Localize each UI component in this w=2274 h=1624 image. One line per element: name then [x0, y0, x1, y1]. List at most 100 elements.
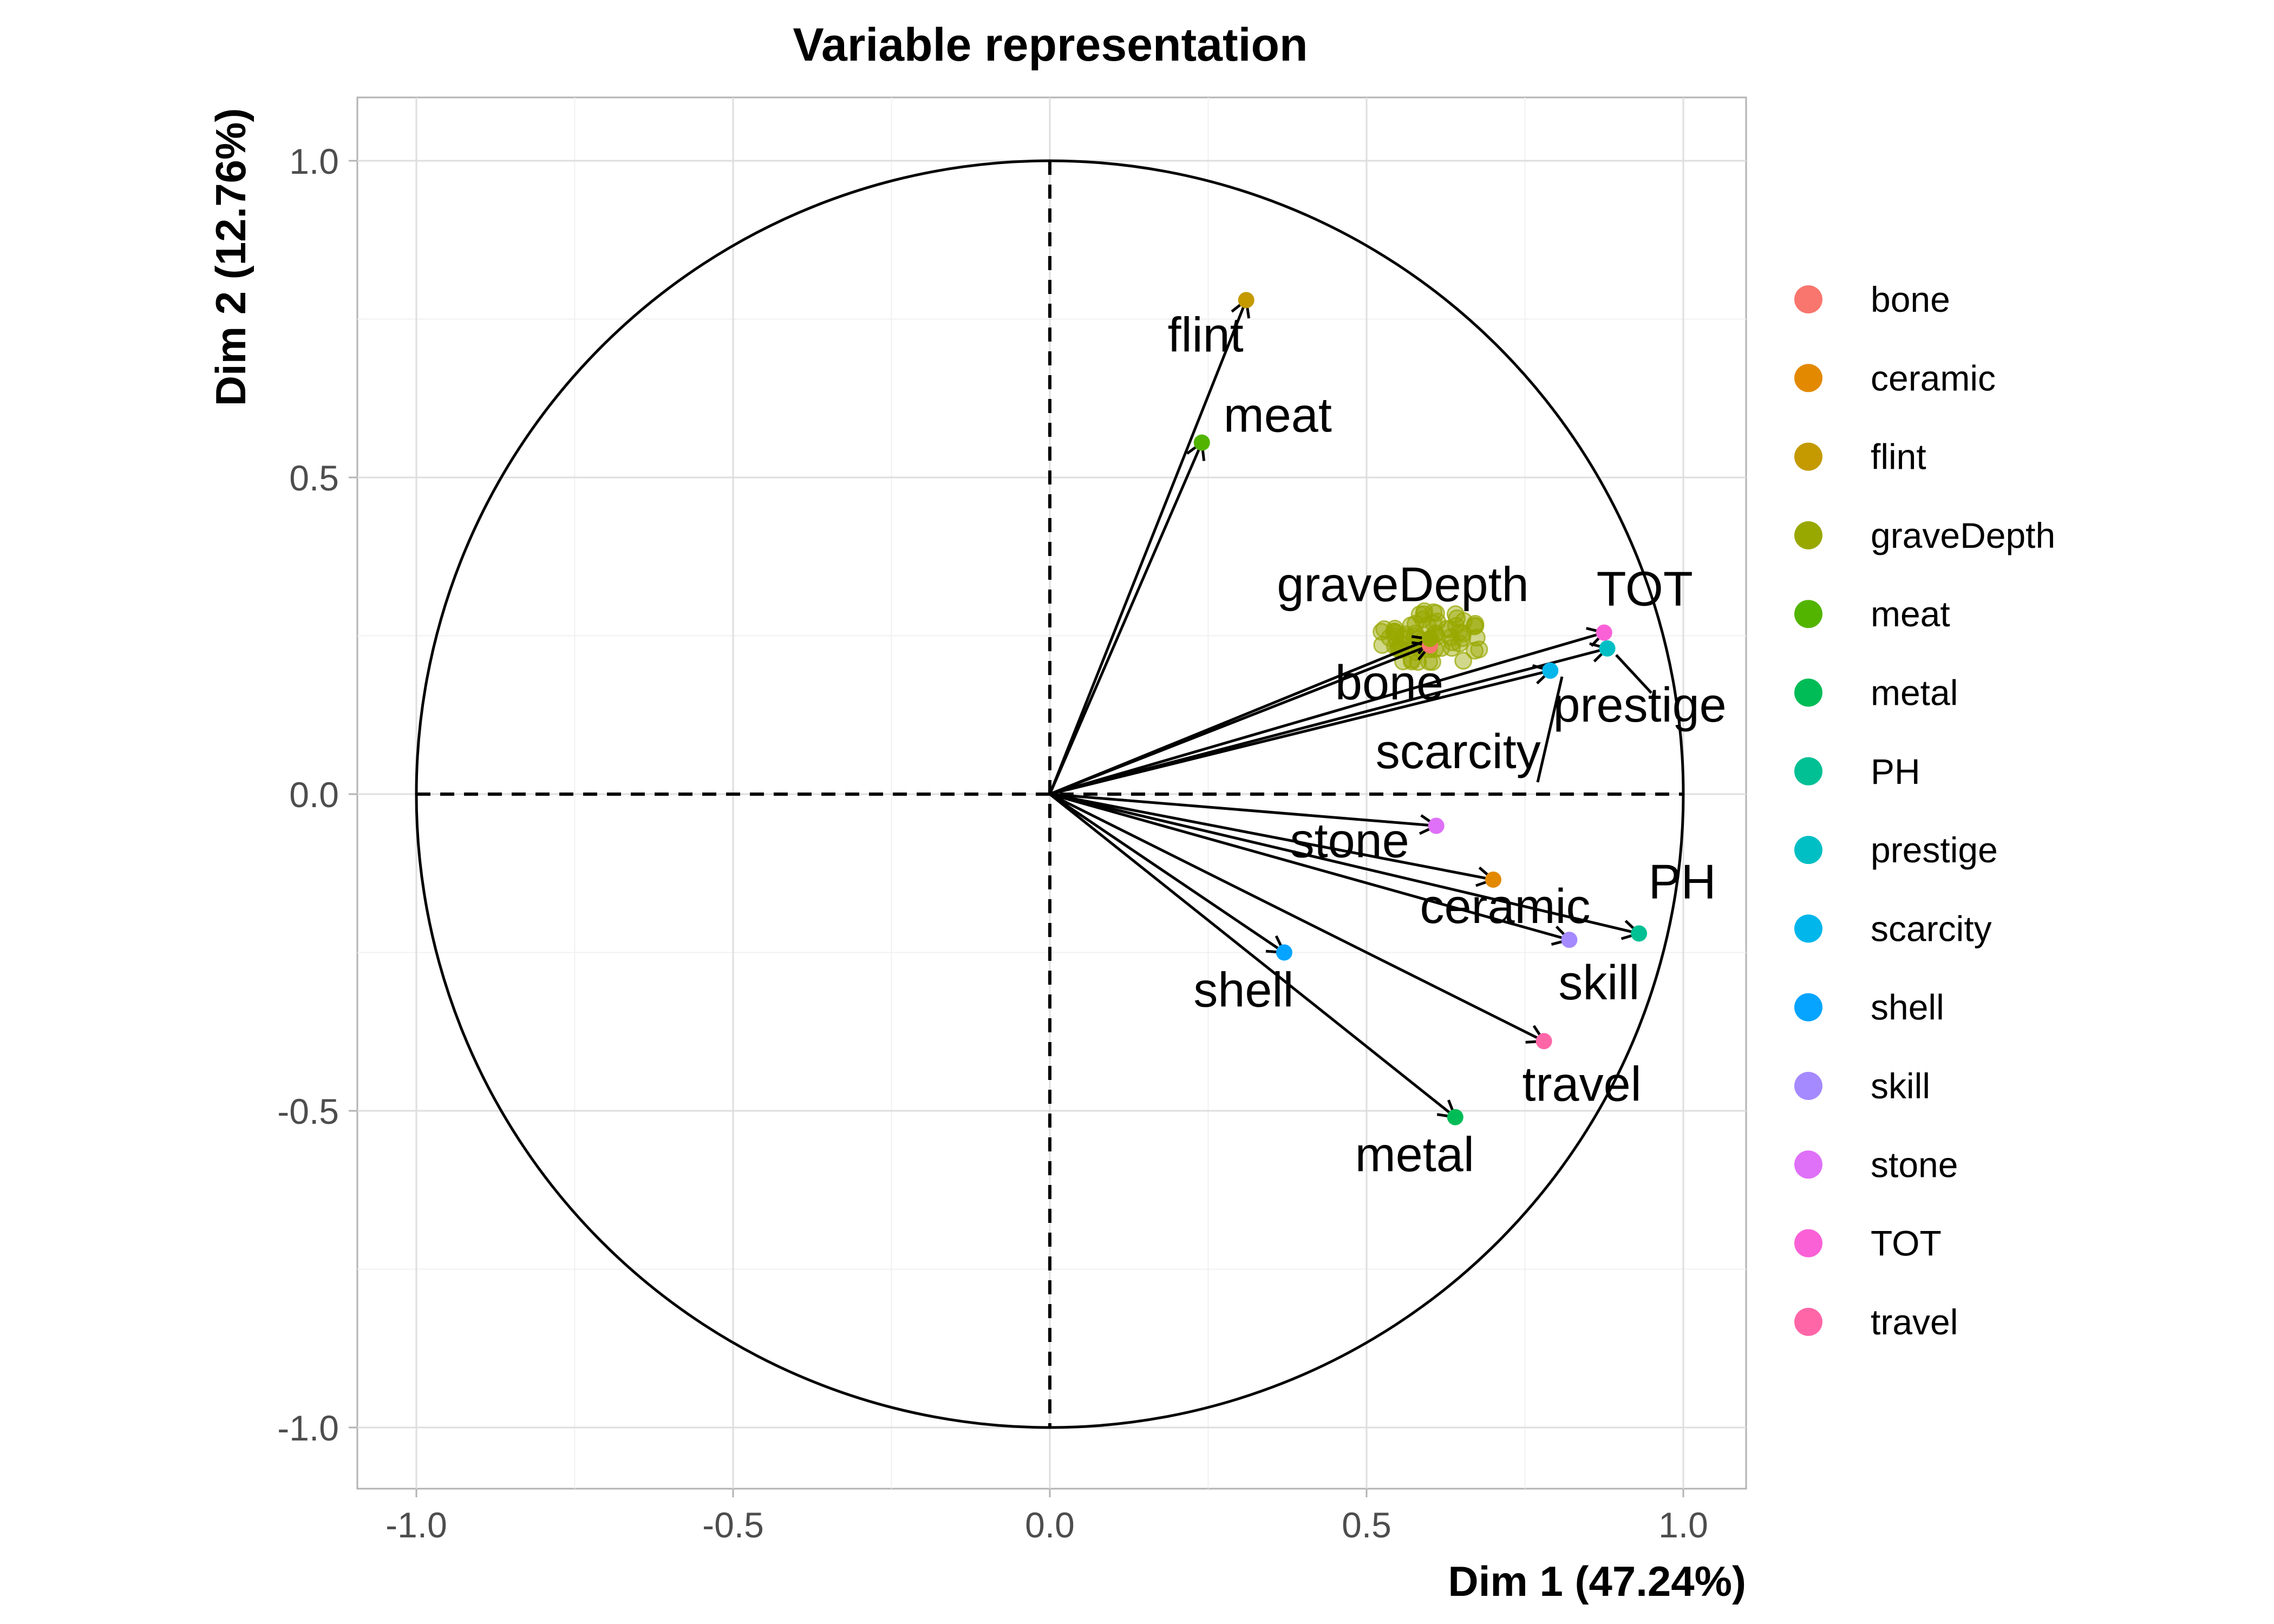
arrow-flint [1048, 299, 1248, 795]
label-ceramic: ceramic [1420, 880, 1590, 934]
label-skill: skill [1558, 956, 1639, 1010]
legend-label-ceramic: ceramic [1871, 358, 1996, 398]
gravedepth-cloud-point [1454, 652, 1473, 670]
legend-label-metal: metal [1871, 673, 1958, 713]
gravedepth-cloud-point [1450, 623, 1469, 641]
arrow-stone [1049, 793, 1436, 827]
label-scarcity: scarcity [1376, 725, 1541, 779]
x-axis-title: Dim 1 (47.24%) [1448, 1557, 1746, 1605]
legend-key-prestige [1794, 836, 1822, 865]
legend: bone ceramic flint graveDepth meat metal PH pre… [1794, 279, 2055, 1342]
label-prestige: prestige [1553, 678, 1727, 732]
point-stone [1428, 817, 1445, 834]
legend-key-flint [1794, 442, 1822, 471]
x-tick-label: 0.0 [1025, 1505, 1075, 1545]
label-stone: stone [1290, 814, 1409, 868]
legend-label-shell: shell [1871, 987, 1944, 1027]
legend-key-stone [1794, 1150, 1822, 1179]
arrow-ph [1049, 793, 1639, 935]
y-tick-label: 0.5 [289, 458, 339, 498]
legend-key-shell [1794, 993, 1822, 1021]
chart-title: Variable representation [793, 19, 1308, 71]
label-travel: travel [1522, 1057, 1642, 1111]
y-tick-label: 1.0 [289, 141, 339, 181]
legend-key-bone [1794, 285, 1822, 313]
legend-key-ceramic [1794, 364, 1822, 392]
legend-label-flint: flint [1871, 437, 1926, 477]
legend-label-meat: meat [1871, 594, 1950, 634]
variable-points [1193, 292, 1648, 1125]
label-shell: shell [1193, 964, 1293, 1018]
label-connector-prestige [1615, 654, 1652, 694]
label-flint: flint [1168, 308, 1244, 362]
label-connector-scarcity [1536, 676, 1564, 783]
legend-key-ph [1794, 757, 1822, 785]
point-ph [1631, 925, 1648, 942]
gravedepth-cloud-point [1409, 653, 1427, 671]
label-metal: metal [1355, 1128, 1474, 1182]
arrow-scarcity [1049, 669, 1551, 796]
variable-arrows [1048, 297, 1642, 1119]
point-travel [1535, 1033, 1552, 1050]
legend-label-stone: stone [1871, 1144, 1958, 1184]
label-bone: bone [1335, 656, 1443, 710]
panel-border [356, 96, 1747, 1490]
gravedepth-cloud-point [1373, 636, 1391, 654]
point-gravedepth [1422, 631, 1438, 647]
y-axis-title: Dim 2 (12.76%) [207, 108, 254, 407]
point-metal [1447, 1109, 1463, 1125]
legend-label-gravedepth: graveDepth [1871, 515, 2055, 555]
arrow-meat [1048, 442, 1204, 795]
legend-label-bone: bone [1871, 279, 1950, 319]
gravedepth-cloud-point [1414, 610, 1432, 628]
legend-key-scarcity [1794, 914, 1822, 943]
y-tick-label: -1.0 [277, 1408, 339, 1448]
legend-label-skill: skill [1871, 1066, 1930, 1106]
legend-key-travel [1794, 1307, 1822, 1336]
arrow-metal [1049, 793, 1456, 1118]
arrow-travel [1049, 793, 1545, 1043]
x-tick-label: -0.5 [702, 1505, 764, 1545]
point-prestige [1599, 640, 1616, 657]
arrow-shell [1049, 793, 1285, 954]
axis-ticks: -1.0 1.0 -0.5 0.5 0.0 0.0 0.5 -0.5 1.0 -1.0 [277, 141, 1708, 1545]
arrow-gravedepth [1049, 638, 1430, 796]
gravedepth-cloud-point [1424, 614, 1443, 633]
point-meat [1193, 434, 1210, 451]
gravedepth-cloud-point [1466, 641, 1484, 660]
point-tot [1596, 624, 1612, 641]
label-gravedepth: graveDepth [1277, 558, 1528, 612]
legend-key-gravedepth [1794, 521, 1822, 549]
x-tick-label: 0.5 [1342, 1505, 1391, 1545]
legend-label-ph: PH [1871, 751, 1920, 791]
label-tot: TOT [1597, 562, 1693, 617]
legend-key-metal [1794, 678, 1822, 707]
point-shell [1276, 944, 1292, 961]
x-tick-label: 1.0 [1658, 1505, 1708, 1545]
point-scarcity [1542, 662, 1559, 679]
variable-labels: bone ceramic flint graveDepth meat metal PH pre… [1168, 308, 1727, 1182]
point-ceramic [1485, 871, 1501, 888]
legend-key-tot [1794, 1229, 1822, 1258]
gravedepth-cloud-point [1406, 624, 1424, 643]
y-tick-label: 0.0 [289, 775, 339, 815]
point-flint [1238, 292, 1254, 309]
gravedepth-cloud-point [1467, 628, 1486, 647]
gravedepth-cloud-point [1455, 612, 1473, 630]
legend-key-meat [1794, 600, 1822, 628]
y-tick-label: -0.5 [277, 1091, 339, 1131]
legend-key-skill [1794, 1072, 1822, 1100]
x-tick-label: -1.0 [385, 1505, 447, 1545]
arrow-skill [1049, 793, 1570, 941]
legend-label-travel: travel [1871, 1302, 1958, 1342]
label-meat: meat [1224, 389, 1332, 443]
gravedepth-cloud-point [1387, 627, 1405, 646]
point-skill [1561, 932, 1578, 948]
arrow-tot [1049, 631, 1605, 796]
label-ph: PH [1649, 855, 1716, 909]
legend-label-scarcity: scarcity [1871, 908, 1992, 948]
legend-label-tot: TOT [1871, 1223, 1942, 1263]
legend-label-prestige: prestige [1871, 830, 1998, 870]
arrow-ceramic [1049, 793, 1494, 881]
